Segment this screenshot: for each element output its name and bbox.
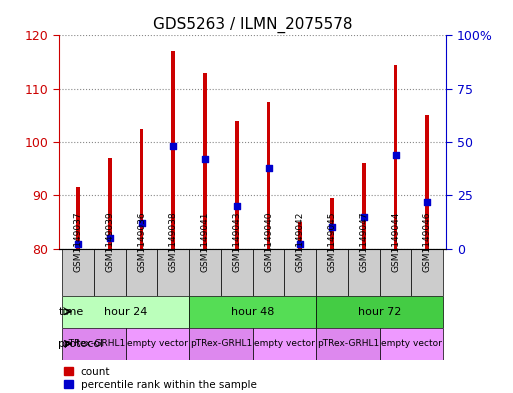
Text: GSM1149044: GSM1149044 xyxy=(391,212,400,272)
Text: GSM1149043: GSM1149043 xyxy=(232,212,241,272)
Bar xyxy=(284,249,316,296)
Text: pTRex-GRHL1: pTRex-GRHL1 xyxy=(63,339,125,348)
Bar xyxy=(316,249,348,296)
Bar xyxy=(330,198,334,249)
Text: empty vector: empty vector xyxy=(254,339,315,348)
Bar xyxy=(157,249,189,296)
Point xyxy=(296,241,304,248)
Bar xyxy=(221,249,253,296)
Bar xyxy=(253,249,284,296)
Bar xyxy=(126,249,157,296)
Bar xyxy=(140,129,144,249)
Text: empty vector: empty vector xyxy=(127,339,188,348)
Bar xyxy=(380,249,411,296)
Bar xyxy=(393,65,398,249)
Point xyxy=(264,165,272,171)
Point xyxy=(169,143,177,149)
Bar xyxy=(189,249,221,296)
Text: pTRex-GRHL1: pTRex-GRHL1 xyxy=(317,339,379,348)
Point xyxy=(74,241,82,248)
Bar xyxy=(425,116,429,249)
Point xyxy=(106,235,114,241)
Bar xyxy=(411,249,443,296)
Bar xyxy=(76,187,80,249)
Title: GDS5263 / ILMN_2075578: GDS5263 / ILMN_2075578 xyxy=(153,17,352,33)
Text: GSM1149041: GSM1149041 xyxy=(201,212,209,272)
Text: GSM1149040: GSM1149040 xyxy=(264,212,273,272)
Text: hour 48: hour 48 xyxy=(231,307,274,317)
Point xyxy=(201,156,209,162)
Legend: count, percentile rank within the sample: count, percentile rank within the sample xyxy=(64,367,256,390)
Point xyxy=(360,213,368,220)
Point xyxy=(391,152,400,158)
Bar xyxy=(235,121,239,249)
Bar xyxy=(203,73,207,249)
Text: hour 72: hour 72 xyxy=(358,307,401,317)
Point xyxy=(233,203,241,209)
Bar xyxy=(126,328,189,360)
Bar xyxy=(62,328,126,360)
Point xyxy=(328,224,336,230)
Text: empty vector: empty vector xyxy=(381,339,442,348)
Bar xyxy=(348,249,380,296)
Text: GSM1149047: GSM1149047 xyxy=(359,212,368,272)
Bar xyxy=(267,102,270,249)
Text: protocol: protocol xyxy=(58,339,104,349)
Bar xyxy=(380,328,443,360)
Text: GSM1149042: GSM1149042 xyxy=(296,212,305,272)
Text: GSM1149037: GSM1149037 xyxy=(73,211,83,272)
Point xyxy=(137,220,146,226)
Bar xyxy=(299,222,302,249)
Text: GSM1149045: GSM1149045 xyxy=(327,212,337,272)
Bar xyxy=(62,296,189,328)
Text: GSM1149038: GSM1149038 xyxy=(169,211,178,272)
Bar xyxy=(171,51,175,249)
Bar xyxy=(253,328,316,360)
Bar xyxy=(316,296,443,328)
Text: GSM1149039: GSM1149039 xyxy=(105,211,114,272)
Bar xyxy=(189,296,316,328)
Text: GSM1149036: GSM1149036 xyxy=(137,211,146,272)
Text: GSM1149046: GSM1149046 xyxy=(423,212,432,272)
Bar xyxy=(94,249,126,296)
Bar xyxy=(362,163,366,249)
Text: time: time xyxy=(58,307,84,317)
Bar xyxy=(316,328,380,360)
Text: hour 24: hour 24 xyxy=(104,307,147,317)
Bar xyxy=(189,328,253,360)
Point xyxy=(423,198,431,205)
Text: pTRex-GRHL1: pTRex-GRHL1 xyxy=(190,339,252,348)
Bar xyxy=(108,158,112,249)
Bar xyxy=(62,249,94,296)
